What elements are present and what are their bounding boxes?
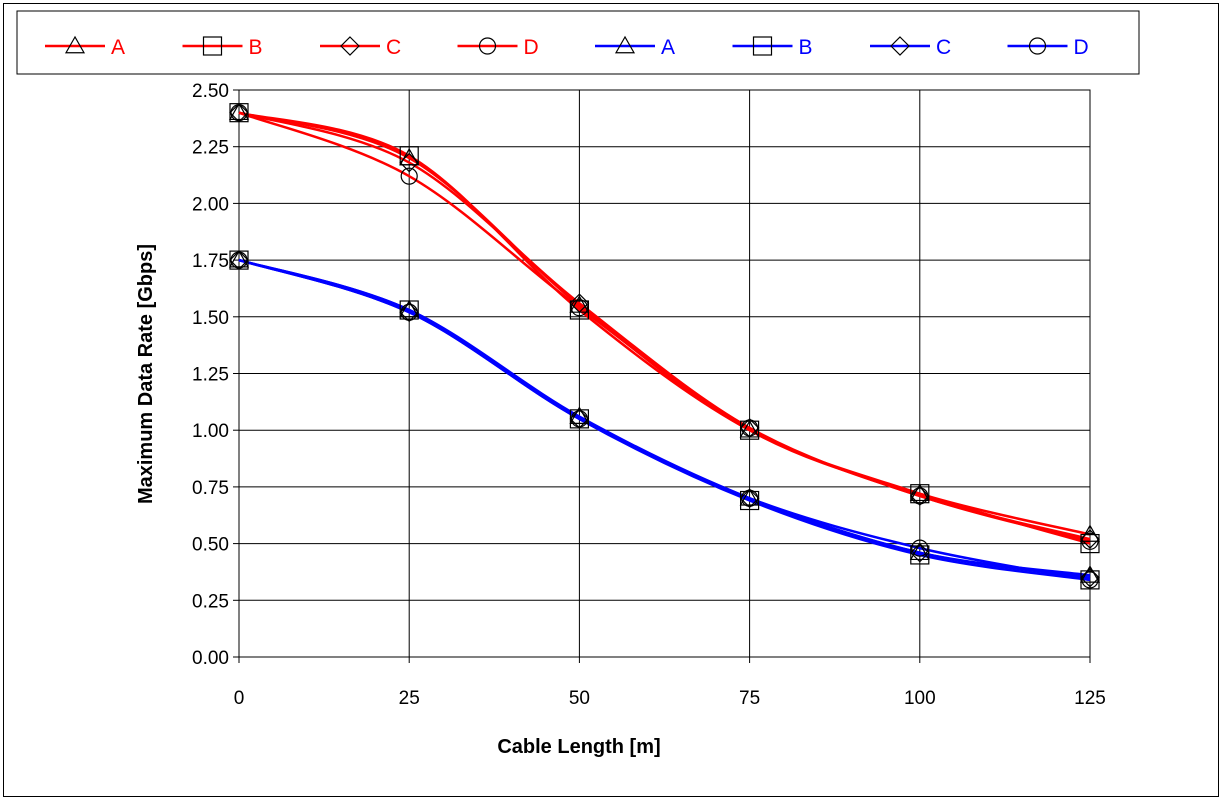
data-point-circle: [570, 410, 589, 428]
data-point-triangle: [228, 249, 250, 268]
data-point-triangle: [569, 406, 590, 424]
legend-item: B: [732, 36, 813, 59]
data-point-triangle: [739, 488, 760, 506]
y-tick-label: 0.25: [192, 591, 229, 612]
data-point-square: [1080, 570, 1100, 590]
y-tick-label: 1.25: [192, 365, 229, 386]
series-line-4: [238, 258, 1091, 577]
data-point-triangle: [909, 483, 930, 502]
legend-label: B: [249, 36, 263, 59]
y-axis-title: Maximum Data Rate [Gbps]: [135, 244, 157, 504]
series-line-5: [238, 258, 1091, 582]
series-lines: [238, 111, 1091, 582]
x-tick-label: 125: [1074, 688, 1106, 709]
legend-item: D: [1007, 36, 1089, 59]
series-line-6: [238, 258, 1091, 579]
data-point-circle: [400, 167, 418, 185]
data-point-circle: [740, 489, 759, 507]
legend-box: [16, 10, 1140, 75]
data-point-square: [910, 484, 930, 504]
legend-marker-diamond: [890, 36, 910, 56]
data-point-square: [739, 490, 760, 511]
data-point-circle: [911, 487, 929, 505]
legend-item: D: [457, 36, 539, 59]
data-point-circle: [400, 303, 418, 321]
series-line-0: [238, 111, 1091, 536]
legend-label: D: [1074, 36, 1089, 59]
y-tick-label: 0.00: [192, 648, 229, 669]
legend-item: A: [595, 35, 675, 59]
legend-item: C: [870, 36, 951, 59]
legend-item: A: [45, 35, 125, 59]
data-point-square: [1080, 533, 1100, 554]
x-tick-label: 25: [399, 688, 420, 709]
series-line-3: [238, 111, 1091, 543]
legend-item: B: [182, 36, 263, 59]
data-point-circle: [740, 419, 759, 437]
legend-marker-circle: [1028, 37, 1047, 55]
data-point-triangle: [399, 299, 420, 318]
legend-label: C: [936, 36, 951, 59]
data-point-diamond: [909, 486, 930, 506]
legend-label: C: [386, 36, 401, 59]
data-point-circle: [230, 251, 248, 269]
x-tick-label: 100: [904, 688, 936, 709]
y-tick-label: 1.00: [192, 421, 229, 442]
data-point-square: [399, 146, 419, 166]
data-point-circle: [1081, 571, 1099, 589]
y-tick-label: 2.00: [192, 194, 229, 215]
data-point-triangle: [228, 102, 250, 121]
data-point-circle: [1081, 532, 1099, 550]
data-point-diamond: [739, 418, 760, 438]
legend-marker-square: [752, 36, 773, 56]
y-tick-label: 0.75: [192, 478, 229, 499]
y-tick-label: 1.75: [192, 251, 229, 272]
legend-item: C: [320, 36, 401, 59]
data-point-triangle: [1079, 565, 1101, 583]
legend-label: A: [111, 36, 125, 59]
data-point-circle: [911, 539, 929, 557]
x-tick-label: 50: [569, 688, 590, 709]
y-tick-label: 0.50: [192, 535, 229, 556]
series-line-1: [238, 111, 1091, 545]
legend-label: B: [799, 36, 813, 59]
data-point-circle: [230, 104, 248, 122]
data-point-square: [399, 300, 419, 320]
legend-label: A: [661, 36, 675, 59]
x-tick-label: 75: [739, 688, 760, 709]
y-tick-label: 1.50: [192, 308, 229, 329]
plot-area-border: [238, 89, 1091, 658]
legend-marker-triangle: [614, 35, 636, 54]
data-point-diamond: [399, 152, 420, 173]
data-point-diamond: [229, 250, 249, 270]
data-point-square: [739, 420, 760, 440]
y-tick-label: 2.50: [192, 81, 229, 102]
data-point-triangle: [1079, 524, 1101, 542]
data-point-square: [569, 300, 590, 320]
legend-marker-circle: [478, 37, 497, 55]
data-point-circle: [570, 299, 589, 317]
axes: 0.00 0.25 0.50 0.75 1.00 1.25 1.50 1.75 2.00 2.25…: [192, 81, 1106, 709]
data-point-square: [910, 545, 930, 565]
data-point-diamond: [909, 542, 930, 563]
data-point-diamond: [399, 302, 420, 323]
legend-marker-triangle: [64, 35, 86, 54]
chart-frame: [3, 3, 1219, 797]
legend-marker-square: [202, 36, 223, 56]
data-point-diamond: [229, 102, 249, 123]
x-axis-title: Cable Length [m]: [497, 736, 660, 758]
data-point-diamond: [569, 293, 590, 314]
data-point-triangle: [909, 542, 930, 561]
series-line-7: [238, 258, 1091, 582]
legend-label: D: [524, 36, 539, 59]
legend-marker-diamond: [340, 36, 360, 56]
data-point-diamond: [739, 488, 760, 509]
data-markers: [228, 102, 1101, 590]
y-tick-label: 2.25: [192, 138, 229, 159]
series-line-2: [238, 111, 1091, 541]
data-point-diamond: [569, 409, 590, 429]
x-tick-label: 0: [234, 688, 245, 709]
